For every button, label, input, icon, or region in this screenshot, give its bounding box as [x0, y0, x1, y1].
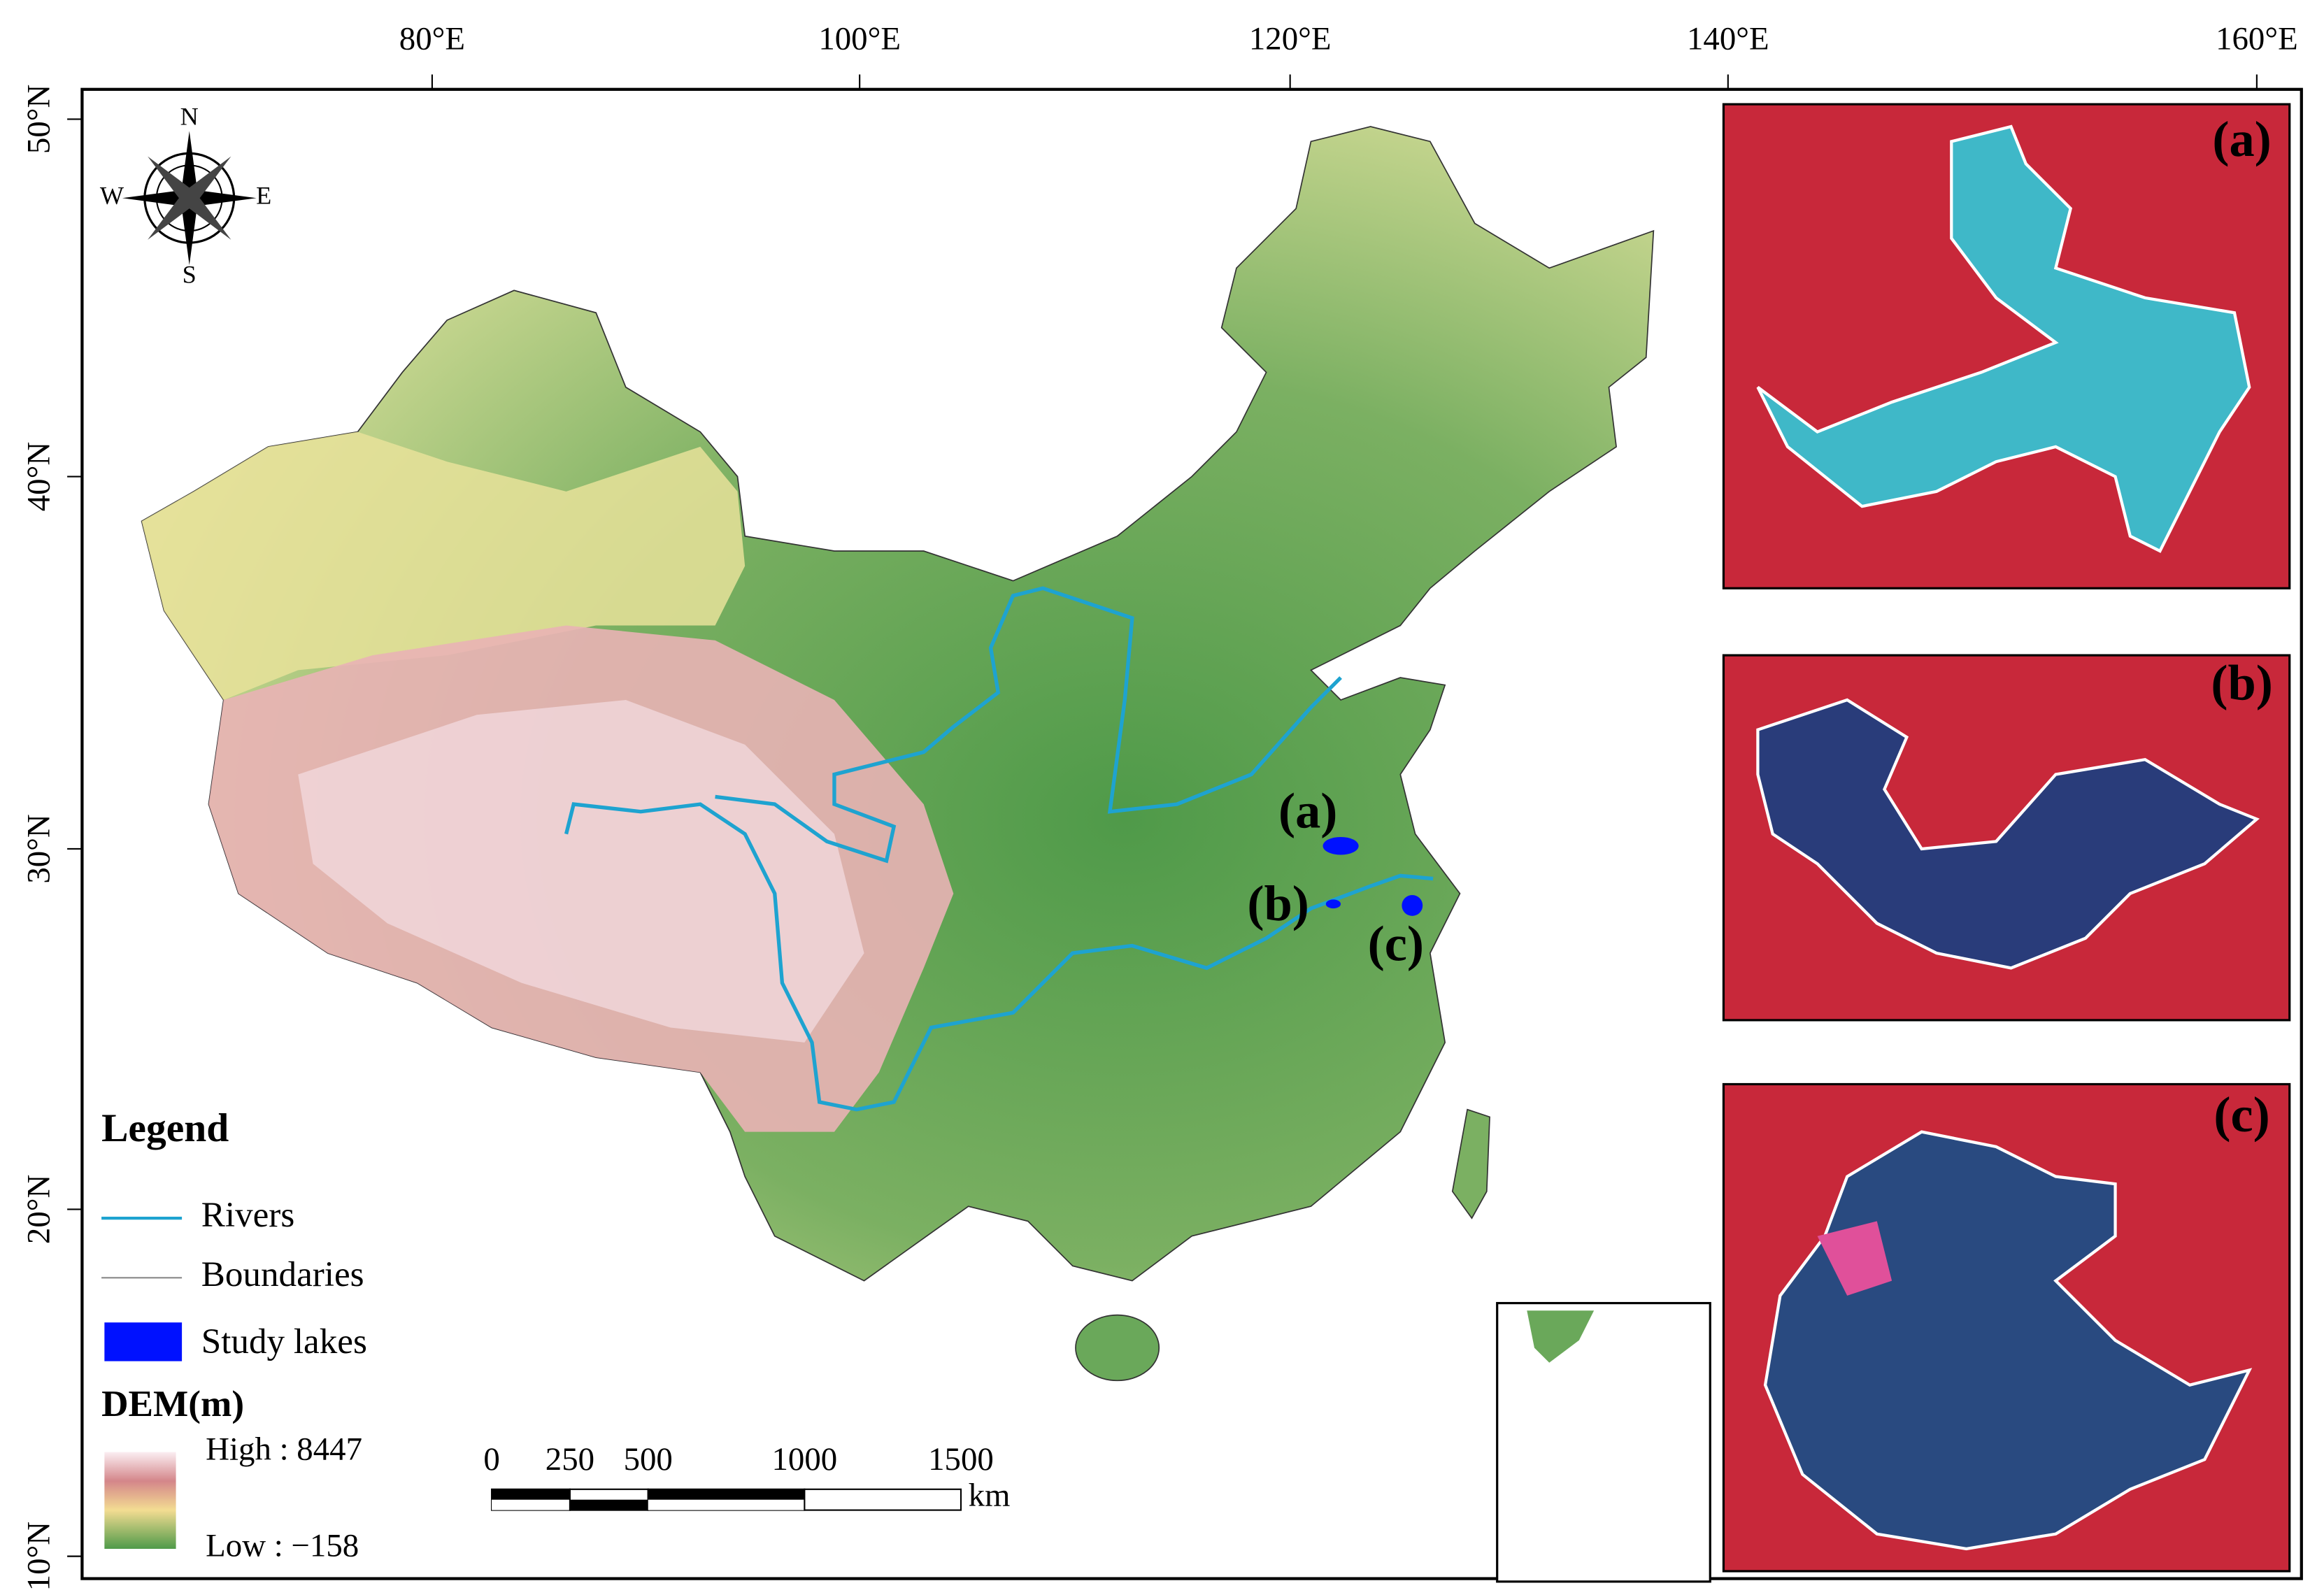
latitude-label: 10°N — [21, 1522, 57, 1591]
compass-letter: W — [100, 182, 124, 210]
longitude-label: 140°E — [1687, 20, 1769, 57]
longitude-label: 120°E — [1249, 20, 1332, 57]
dem-title: DEM(m) — [101, 1383, 244, 1424]
scale-label: 500 — [624, 1441, 673, 1478]
lake-label: (a) — [1278, 782, 1337, 839]
scale-label: 250 — [546, 1441, 594, 1478]
legend-title: Legend — [101, 1106, 229, 1150]
dem-low: Low : −158 — [206, 1528, 359, 1564]
inset-b-image — [1723, 655, 2290, 1020]
scale-half — [648, 1499, 805, 1510]
compass-letter: S — [183, 260, 197, 288]
dem-ramp — [104, 1452, 176, 1549]
latitude-label: 20°N — [21, 1175, 57, 1244]
tarim-basin — [141, 431, 746, 700]
longitude-label: 160°E — [2216, 20, 2298, 57]
taiwan — [1451, 1108, 1490, 1220]
inset-label: (c) — [2213, 1086, 2269, 1143]
hainan — [1075, 1314, 1160, 1382]
inset-c-frame — [1722, 1082, 2291, 1573]
compass-letter: N — [180, 103, 199, 131]
scale-label: 1500 — [928, 1441, 994, 1478]
compass-rose — [122, 131, 257, 266]
compass-letter: E — [256, 182, 271, 210]
scale-label: 1000 — [772, 1441, 838, 1478]
inset-a-frame — [1722, 103, 2291, 589]
longitude-label: 80°E — [399, 20, 465, 57]
inset-b-frame — [1722, 654, 2291, 1022]
legend-item: Boundaries — [201, 1254, 364, 1294]
lake-label: (c) — [1368, 915, 1424, 971]
scale-unit: km — [969, 1477, 1011, 1513]
scale-label: 0 — [483, 1441, 499, 1478]
longitude-label: 100°E — [818, 20, 901, 57]
high-plateau — [298, 699, 864, 1043]
legend-symbols — [101, 1217, 183, 1549]
scale-segment — [804, 1488, 962, 1511]
rivers — [564, 586, 1434, 1112]
china-dem — [141, 126, 1655, 1382]
latitude-label: 30°N — [21, 814, 57, 883]
dem-high: High : 8447 — [206, 1431, 362, 1467]
legend-item: Rivers — [201, 1195, 294, 1235]
inset-coast — [1527, 1310, 1595, 1363]
yangtze-river — [564, 802, 1434, 1112]
south-china-sea-inset — [1496, 1301, 1711, 1583]
lake-c — [1402, 895, 1423, 916]
study-lakes-symbol — [104, 1322, 183, 1361]
scale-half — [492, 1499, 570, 1510]
inset-label: (a) — [2212, 110, 2271, 167]
latitude-label: 50°N — [21, 85, 57, 154]
lake-b — [1325, 899, 1341, 909]
study-lakes — [1323, 836, 1423, 916]
inset-label: (b) — [2211, 655, 2273, 711]
yellow-river — [715, 586, 1342, 864]
legend-item: Study lakes — [201, 1322, 367, 1361]
inset-a-image — [1723, 104, 2290, 589]
lake-label: (b) — [1247, 875, 1309, 931]
latitude-label: 40°N — [21, 442, 57, 511]
inset-c-image — [1723, 1084, 2290, 1571]
lake-a — [1323, 836, 1359, 855]
scale-half — [569, 1499, 648, 1510]
